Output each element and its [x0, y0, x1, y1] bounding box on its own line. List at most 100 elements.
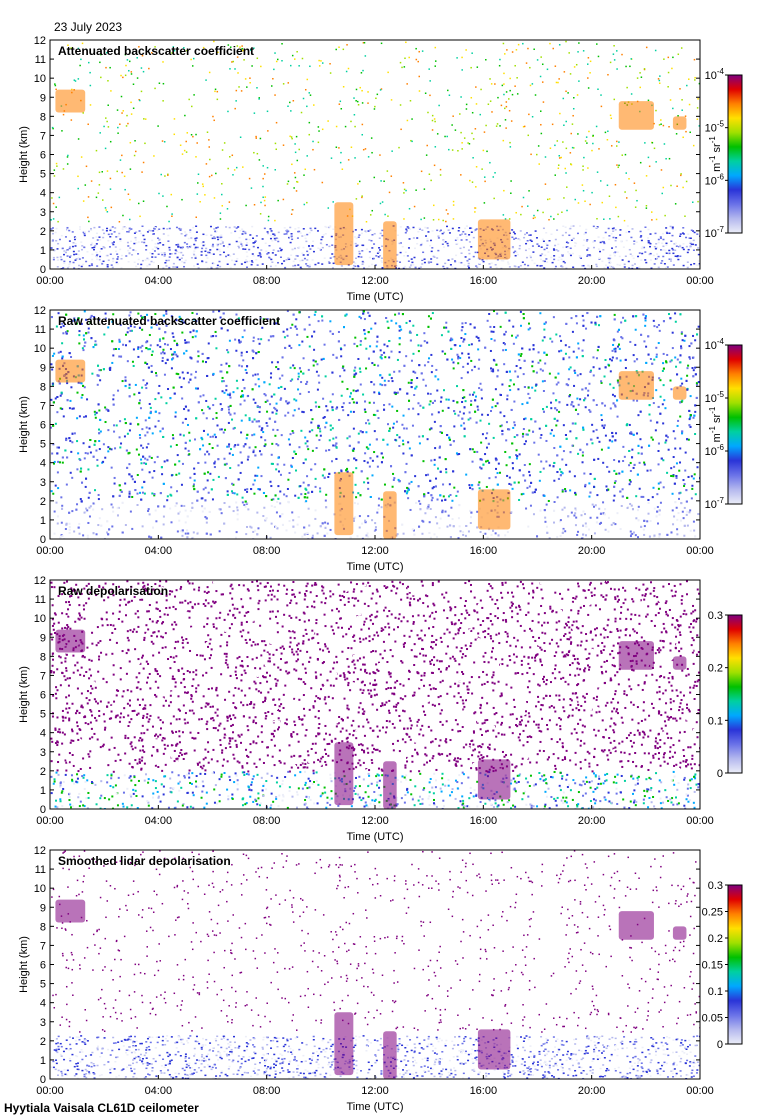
noise-cell [146, 382, 149, 385]
boundary-layer-cell [233, 260, 236, 262]
noise-cell [194, 438, 197, 441]
noise-cell [689, 357, 692, 360]
speckle [197, 182, 199, 184]
noise-cell [523, 464, 526, 467]
boundary-layer-cell [296, 237, 299, 239]
noise-cell [451, 499, 454, 502]
boundary-layer-cell [368, 265, 371, 268]
boundary-layer-cell [237, 226, 240, 228]
speckle [255, 135, 257, 138]
noise-cell [78, 532, 81, 535]
boundary-layer-cell [654, 247, 657, 250]
boundary-layer-cell [610, 233, 613, 235]
speckle [558, 157, 561, 159]
boundary-layer-cell [432, 255, 435, 258]
noise-cell [161, 356, 164, 359]
noise-cell [573, 514, 576, 517]
speckle [514, 64, 516, 67]
noise-cell [312, 359, 315, 362]
speckle [643, 68, 646, 70]
boundary-layer-cell [694, 244, 697, 246]
boundary-layer-cell [328, 245, 331, 248]
noise-cell [132, 364, 135, 367]
boundary-layer-cell [216, 245, 219, 247]
noise-cell [442, 483, 445, 486]
speckle [628, 178, 630, 180]
speckle [557, 213, 559, 216]
noise-cell [373, 529, 376, 532]
noise-cell [336, 406, 339, 409]
noise-cell [595, 403, 598, 406]
noise-cell [407, 381, 410, 384]
noise-cell [393, 370, 396, 373]
noise-cell [568, 470, 571, 473]
speckle [566, 186, 568, 188]
speckle [209, 158, 211, 161]
boundary-layer-cell [613, 254, 616, 257]
speckle [229, 68, 231, 70]
speckle [432, 219, 435, 221]
noise-cell [559, 534, 562, 537]
speckle [287, 82, 290, 84]
boundary-layer-cell [68, 240, 71, 242]
speckle [205, 163, 208, 165]
boundary-layer-cell [245, 238, 248, 241]
noise-cell [272, 498, 275, 501]
noise-cell [421, 519, 424, 522]
noise-cell [559, 335, 562, 338]
boundary-layer-cell [426, 240, 429, 242]
noise-cell [429, 400, 432, 403]
noise-cell [256, 474, 259, 477]
speckle [694, 76, 696, 79]
noise-cell [440, 334, 443, 337]
noise-cell [95, 411, 98, 414]
speckle [582, 165, 584, 167]
speckle [106, 120, 108, 123]
boundary-layer-cell [379, 249, 382, 251]
noise-cell [112, 313, 115, 316]
speckle [107, 126, 110, 128]
speckle [367, 102, 369, 104]
noise-cell [312, 364, 315, 367]
boundary-layer-cell [405, 230, 408, 232]
speckle [390, 99, 393, 101]
noise-cell [166, 343, 169, 346]
boundary-layer-cell [569, 227, 572, 230]
noise-cell [674, 447, 677, 450]
speckle [98, 184, 101, 186]
noise-cell [243, 329, 246, 332]
noise-cell [449, 493, 452, 496]
noise-cell [140, 350, 143, 353]
speckle [253, 47, 255, 49]
noise-cell [453, 486, 456, 489]
boundary-layer-cell [102, 246, 105, 248]
noise-cell [54, 397, 57, 400]
speckle [697, 200, 699, 203]
noise-cell [53, 352, 56, 355]
speckle [186, 132, 189, 134]
noise-cell [638, 461, 641, 464]
speckle [684, 115, 687, 117]
speckle [123, 175, 126, 178]
noise-cell [470, 359, 473, 362]
speckle [399, 104, 402, 106]
speckle [557, 167, 560, 170]
noise-cell [431, 364, 434, 367]
noise-cell [224, 428, 227, 431]
noise-cell [666, 436, 669, 439]
speckle [688, 78, 690, 80]
boundary-layer-cell [517, 266, 520, 268]
noise-cell [387, 380, 390, 383]
speckle [588, 130, 590, 133]
noise-cell [242, 378, 245, 381]
boundary-layer-cell [529, 256, 532, 259]
speckle [657, 78, 660, 80]
noise-cell [266, 424, 269, 427]
noise-cell [452, 399, 455, 402]
boundary-layer-cell [368, 256, 371, 259]
noise-cell [435, 477, 438, 480]
speckle [172, 46, 175, 48]
boundary-layer-cell [56, 248, 59, 250]
noise-cell [504, 348, 507, 351]
speckle [429, 94, 431, 97]
